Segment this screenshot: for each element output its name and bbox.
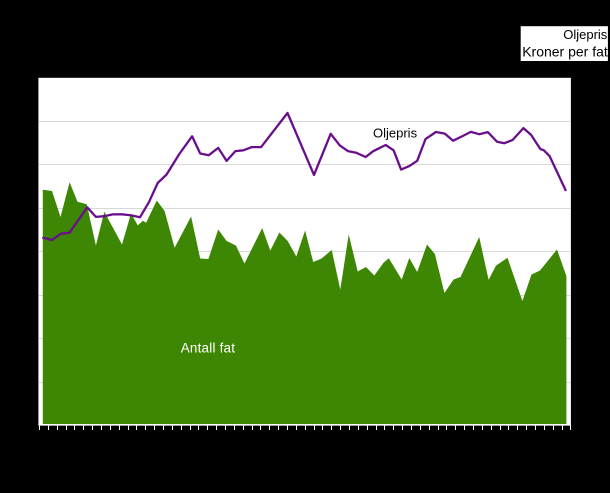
svg-text:Oljepris: Oljepris xyxy=(373,126,418,141)
svg-text:Kroner per fat: Kroner per fat xyxy=(522,44,608,60)
svg-text:Oljepris: Oljepris xyxy=(563,27,608,42)
svg-text:Antall fat: Antall fat xyxy=(181,341,236,356)
